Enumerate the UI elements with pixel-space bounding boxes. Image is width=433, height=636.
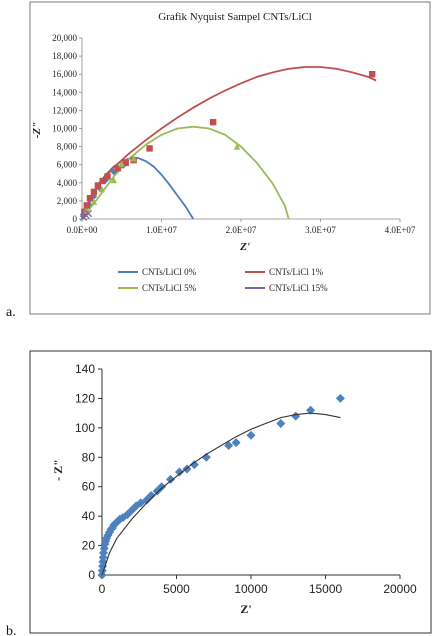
panel-a-point-1 [86, 194, 94, 202]
panel-a-point-1 [114, 165, 121, 172]
panel-b-x-tick-label: 10000 [234, 582, 268, 596]
panel-a-y-tick-label: 2,000 [57, 196, 78, 206]
panel-b-y-tick-label: 40 [82, 509, 96, 523]
panel-b-point [157, 482, 167, 492]
panel-a-y-tick-label: 10,000 [52, 124, 77, 134]
panel-b-x-tick-label: 20000 [383, 582, 417, 596]
panel-a-x-tick-label: 3.0E+07 [305, 225, 336, 235]
panel-a-y-tick-label: 20,000 [52, 33, 77, 43]
panel-b-frame [29, 350, 432, 634]
panel-a-y-tick-label: 18,000 [52, 51, 77, 61]
panel-a-plot: 0 2,000 4,000 6,000 8,000 10,000 12,000 14,000 1… [52, 33, 416, 235]
panel-b-x-tick-label: 15000 [309, 582, 343, 596]
panel-a-point-3 [84, 209, 93, 218]
panel-a-y-tick-label: 16,000 [52, 69, 77, 79]
panel-b-x-tick-label: 0 [99, 582, 106, 596]
panel-b-y-tick-label: 120 [75, 391, 95, 405]
panel-b-y-tick-label: 100 [75, 421, 95, 435]
panel-a-point-1 [104, 173, 111, 180]
panel-a-point-1 [94, 182, 102, 189]
panel-a-point-2 [118, 160, 125, 167]
panel-a-x-tick-label: 4.0E+07 [385, 225, 416, 235]
panel-b-y-tick-label: 80 [82, 450, 96, 464]
panel-b-point [189, 460, 199, 470]
panel-b-plot: 0 20 40 60 80 100 120 140 0 5000 10000 15000 20000 [75, 362, 417, 596]
panel-b-y-tick-label: 20 [82, 539, 96, 553]
panel-a-y-tick-label: 12,000 [52, 105, 77, 115]
panel-a-title: Grafik Nyquist Sampel CNTs/LiCl [158, 11, 312, 23]
panel-a-fit-line-1 [81, 66, 377, 220]
panel-b-x-tick-label: 5000 [163, 582, 190, 596]
panel-b-point [276, 418, 286, 428]
panel-a-point-1 [146, 145, 153, 152]
panel-a-y-tick-label: 14,000 [52, 87, 77, 97]
panel-b-y-tick-label: 60 [82, 480, 96, 494]
panel-a-y-tick-label: 4,000 [57, 178, 78, 188]
legend-label-2: CNTs/LiCl 5% [142, 283, 197, 293]
panel-b-point [166, 474, 176, 484]
panel-b-y-tick-label: 0 [88, 568, 95, 582]
panel-a-frame [29, 1, 431, 315]
panel-b-fit-line [101, 412, 341, 576]
panel-b-y-tick-label: 140 [75, 362, 95, 376]
panel-a-y-tick-label: 0 [73, 214, 78, 224]
panel-a-point-2 [98, 185, 106, 193]
panel-a-legend: CNTs/LiCl 0% CNTs/LiCl 1% CNTs/LiCl 5% CNTs… [118, 267, 328, 293]
panel-b-label: b. [6, 624, 17, 636]
panel-a-x-tick-label: 0.0E+00 [67, 225, 98, 235]
panel-a-xlabel: Z' [239, 241, 250, 253]
panel-a-point-2 [110, 176, 117, 184]
panel-a-point-1 [90, 188, 98, 196]
panel-a-point-2 [130, 155, 137, 162]
panel-a-point-1 [209, 118, 217, 126]
panel-b-xlabel: Z' [240, 602, 251, 616]
panel-a-x-tick-label: 2.0E+07 [226, 225, 257, 235]
panel-a-y-tick-label: 6,000 [57, 160, 78, 170]
panel-a-point-2 [90, 198, 98, 205]
legend-label-1: CNTs/LiCl 1% [269, 267, 324, 277]
panel-a-point-1 [368, 71, 376, 78]
panel-a-x-tick-label: 1.0E+07 [146, 225, 177, 235]
panel-b-point [201, 452, 211, 462]
panel-b-point [246, 430, 256, 440]
panel-b-point [174, 467, 184, 477]
panel-a-point-1 [122, 159, 129, 167]
panel-a-label: a. [6, 305, 16, 320]
panel-a-point-0 [110, 168, 117, 176]
panel-b-point [224, 441, 234, 451]
panel-b-point [306, 405, 316, 415]
legend-label-3: CNTs/LiCl 15% [269, 283, 328, 293]
panel-b-point [146, 491, 156, 501]
panel-b-ylabel: - Z" [51, 459, 65, 481]
panel-a-point-2 [233, 143, 241, 150]
panel-b-point [231, 438, 241, 448]
panel-a-ylabel: -Z" [31, 122, 43, 139]
panel-a-y-tick-label: 8,000 [57, 142, 78, 152]
panel-a-point-1 [99, 177, 106, 185]
panel-a-point-1 [83, 202, 90, 209]
panel-a-point-0 [90, 193, 98, 200]
legend-label-0: CNTs/LiCl 0% [142, 267, 197, 277]
panel-b-point [335, 393, 345, 403]
